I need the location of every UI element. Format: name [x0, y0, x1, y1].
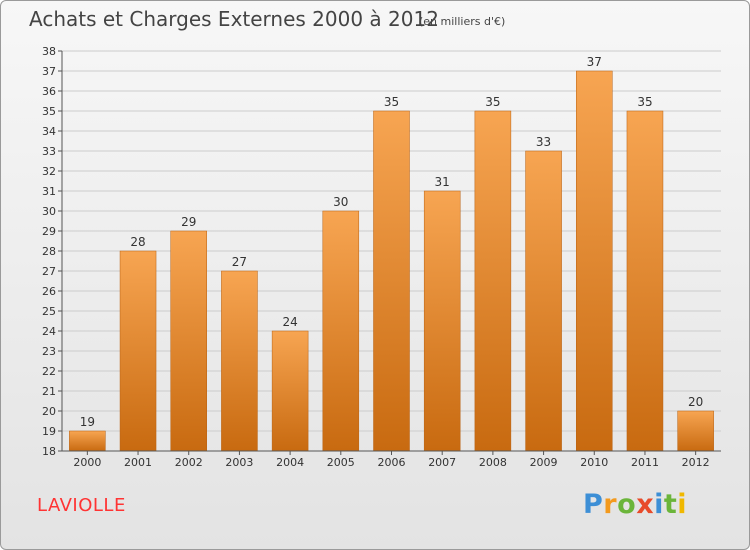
- x-tick-label: 2008: [479, 456, 507, 469]
- bar: [677, 410, 714, 452]
- y-tick-label: 18: [42, 445, 56, 458]
- bar-value-label: 28: [130, 235, 145, 249]
- logo-letter: i: [677, 489, 688, 520]
- chart-title: Achats et Charges Externes 2000 à 2012: [29, 7, 439, 31]
- y-tick-label: 37: [42, 65, 56, 78]
- bar: [576, 70, 613, 452]
- bar-value-label: 29: [181, 215, 196, 229]
- x-tick-label: 2001: [124, 456, 152, 469]
- bar-value-label: 35: [637, 95, 652, 109]
- y-tick-label: 26: [42, 285, 56, 298]
- x-tick-label: 2003: [225, 456, 253, 469]
- y-tick-label: 35: [42, 105, 56, 118]
- chart-subtitle: (en milliers d'€): [419, 15, 506, 28]
- y-tick-label: 31: [42, 185, 56, 198]
- bar: [373, 110, 410, 452]
- bar-value-label: 19: [80, 415, 95, 429]
- bar-value-label: 30: [333, 195, 348, 209]
- commune-name: LAVIOLLE: [37, 495, 126, 516]
- y-tick-label: 28: [42, 245, 56, 258]
- bar: [525, 150, 562, 452]
- logo-letter: r: [603, 489, 618, 520]
- logo-letter: t: [663, 489, 678, 520]
- bar: [69, 430, 106, 452]
- bar-value-label: 20: [688, 395, 703, 409]
- y-tick-label: 24: [42, 325, 56, 338]
- bars: [69, 70, 714, 452]
- x-tick-label: 2002: [175, 456, 203, 469]
- logo-letter: i: [654, 489, 664, 520]
- y-tick-label: 25: [42, 305, 56, 318]
- x-tick-label: 2012: [682, 456, 710, 469]
- y-tick-label: 20: [42, 405, 56, 418]
- y-tick-label: 21: [42, 385, 56, 398]
- x-tick-label: 2005: [327, 456, 355, 469]
- bar: [170, 230, 207, 452]
- x-tick-label: 2000: [73, 456, 101, 469]
- bar: [423, 190, 461, 452]
- y-tick-label: 30: [42, 205, 56, 218]
- bar-value-label: 35: [384, 95, 399, 109]
- y-tick-label: 19: [42, 425, 56, 438]
- bar-value-label: 31: [435, 175, 450, 189]
- bar: [474, 110, 512, 452]
- x-tick-label: 2007: [428, 456, 456, 469]
- bar: [221, 270, 258, 452]
- logo-letter: o: [617, 489, 637, 520]
- logo-letter: x: [636, 489, 655, 520]
- x-tick-label: 2004: [276, 456, 304, 469]
- y-tick-label: 38: [42, 45, 56, 58]
- y-tick-label: 29: [42, 225, 56, 238]
- bar: [626, 110, 664, 452]
- x-tick-label: 2011: [631, 456, 659, 469]
- y-tick-label: 34: [42, 125, 56, 138]
- bar: [271, 330, 309, 452]
- bar-value-label: 27: [232, 255, 247, 269]
- y-tick-label: 33: [42, 145, 56, 158]
- bar-value-label: 24: [282, 315, 297, 329]
- bar-value-label: 33: [536, 135, 551, 149]
- y-tick-label: 36: [42, 85, 56, 98]
- bar-value-label: 35: [485, 95, 500, 109]
- y-tick-label: 22: [42, 365, 56, 378]
- x-tick-label: 2009: [530, 456, 558, 469]
- labels: 18 19 20 21 22 23 24 25 26 27 28 29 30 31 32 33 34 35 36 37…: [42, 45, 710, 469]
- y-tick-label: 32: [42, 165, 56, 178]
- x-tick-label: 2006: [378, 456, 406, 469]
- bar: [119, 250, 157, 452]
- axes: [58, 50, 721, 455]
- x-tick-label: 2010: [580, 456, 608, 469]
- proxiti-logo: Proxiti: [583, 489, 687, 520]
- y-tick-label: 23: [42, 345, 56, 358]
- logo-letter: P: [583, 489, 604, 520]
- bar: [322, 210, 360, 452]
- y-tick-label: 27: [42, 265, 56, 278]
- bar-value-label: 37: [587, 55, 602, 69]
